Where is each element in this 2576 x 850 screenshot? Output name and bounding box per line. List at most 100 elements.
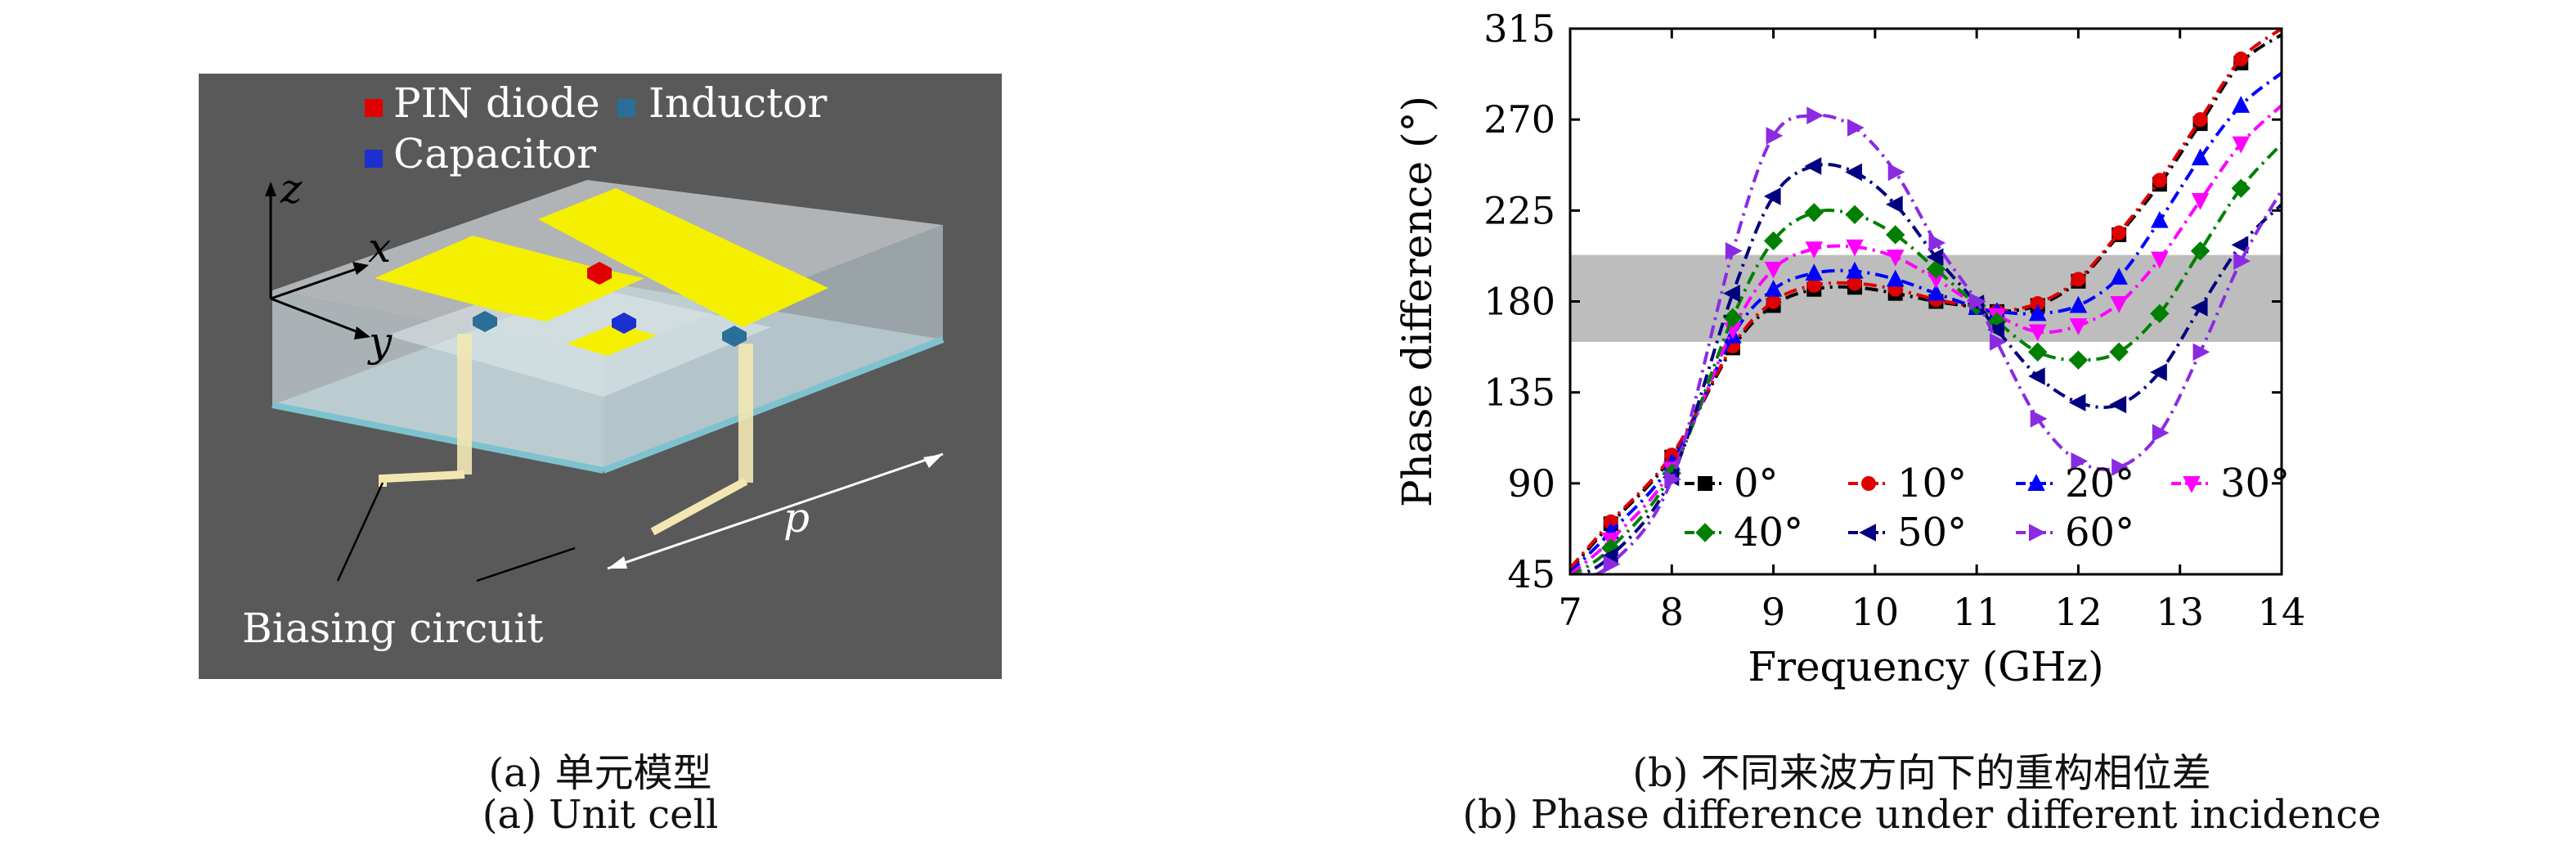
- series-3-point-8: [1927, 272, 1945, 290]
- bias-leader-right: [476, 546, 576, 582]
- series-3-point-16: [2232, 136, 2251, 154]
- series-4-point-1: [1601, 538, 1621, 558]
- series-3-point-7: [1886, 250, 1905, 267]
- unit-cell-illustration: z x y PIN diode Inductor Capacitor p Bia…: [242, 79, 945, 652]
- series-2-point-4: [1764, 279, 1783, 297]
- series-6-point-3: [1725, 241, 1743, 260]
- series-5-point-6: [1845, 163, 1862, 182]
- y-tick-label: 90: [1507, 461, 1555, 506]
- series-5-point-8: [1926, 248, 1944, 266]
- caption-left-cn: (a) 单元模型: [488, 750, 712, 796]
- inner-region: [387, 278, 771, 397]
- series-1-point-12: [2071, 272, 2086, 287]
- y-tick-label: 45: [1507, 552, 1555, 596]
- inductor-left: [473, 311, 497, 332]
- legend-label-1: 10°: [1897, 461, 1967, 506]
- series-4-point-12: [2068, 350, 2089, 370]
- series-6-point-11: [2030, 409, 2048, 428]
- period-dimension-line: [607, 452, 944, 570]
- bias-leader-left: [336, 482, 384, 582]
- series-4-point-15: [2190, 241, 2210, 261]
- y-tick-label: 315: [1483, 7, 1555, 51]
- series-6-point-15: [2192, 343, 2210, 362]
- series-6-point-16: [2233, 252, 2251, 270]
- x-tick-label: 13: [2156, 590, 2204, 634]
- series-3-point-4: [1764, 261, 1783, 279]
- series-6-point-1: [1603, 555, 1621, 573]
- legend-marker-2: [2027, 474, 2045, 491]
- inductor-right: [722, 326, 747, 347]
- series-4-point-16: [2231, 178, 2251, 198]
- series-3-point-13: [2110, 295, 2128, 313]
- bias-circuit-label: Biasing circuit: [242, 605, 543, 652]
- series-5-point-11: [2028, 367, 2045, 385]
- y-axis-label: y: [367, 318, 393, 366]
- series-1-point-14: [2152, 173, 2167, 188]
- caption-right-en: (b) Phase difference under different inc…: [1462, 792, 2381, 838]
- series-5-point-14: [2150, 363, 2167, 381]
- legend-capacitor-label: Capacitor: [393, 130, 596, 178]
- plot-area: 7 8 9 10 11 12 13 14 45 90 135 180 225 270 315 Frequenc…: [1393, 7, 2305, 690]
- x-tick-label: 14: [2258, 590, 2306, 634]
- series-2-point-15: [2191, 148, 2210, 166]
- series-2-point-16: [2232, 96, 2251, 113]
- bias-line-left: [379, 470, 465, 487]
- series-4-point-7: [1886, 225, 1905, 245]
- patch-right: [538, 188, 828, 327]
- series-2-point-8: [1927, 283, 1945, 301]
- series-5-point-12: [2068, 394, 2086, 412]
- legend-label-5: 50°: [1897, 510, 1967, 555]
- series-5-point-3: [1723, 284, 1740, 303]
- series-5-point-7: [1886, 196, 1903, 214]
- series-6-point-6: [1847, 119, 1865, 137]
- x-tick-label: 9: [1761, 590, 1785, 634]
- legend-label-3: 30°: [2220, 461, 2290, 506]
- z-axis-arrowhead: [265, 182, 276, 196]
- patch-strip: [567, 323, 657, 356]
- series-line-1: [1570, 29, 2282, 569]
- legend-label-0: 0°: [1734, 461, 1779, 506]
- legend-marker-3: [2183, 476, 2201, 493]
- x-axis-title: Frequency (GHz): [1748, 643, 2103, 690]
- series-2-point-14: [2151, 210, 2169, 228]
- legend-capacitor-swatch: [365, 150, 383, 168]
- bias-line-right: [650, 477, 748, 536]
- period-arrow-end: [923, 454, 943, 468]
- series-1-point-16: [2233, 52, 2249, 67]
- y-tick-label: 180: [1483, 280, 1555, 324]
- x-tick-label: 11: [1953, 590, 2001, 634]
- period-arrow-start: [608, 556, 627, 569]
- y-axis-title: Phase difference (°): [1393, 96, 1441, 507]
- ground-edge-left: [272, 402, 604, 474]
- y-axis-arrowhead: [354, 326, 370, 340]
- unit-cell-image: z x y PIN diode Inductor Capacitor p Bia…: [199, 74, 1002, 679]
- series-1-point-15: [2192, 112, 2208, 128]
- series-6-point-8: [1928, 234, 1946, 252]
- series-2-point-13: [2110, 268, 2128, 285]
- series-5-point-5: [1804, 157, 1822, 175]
- z-axis-label: z: [280, 165, 303, 213]
- series-3-point-11: [2028, 324, 2047, 342]
- legend-marker-4: [1695, 523, 1715, 542]
- patch-left: [375, 236, 595, 311]
- series-1-point-11: [2030, 295, 2045, 311]
- period-label: p: [783, 494, 810, 542]
- series-6-point-12: [2071, 452, 2089, 470]
- series-line-6: [1591, 113, 2282, 574]
- legend-label-4: 40°: [1734, 510, 1803, 555]
- x-axis-label: x: [368, 224, 391, 272]
- x-tick-label: 12: [2054, 590, 2103, 634]
- phase-difference-chart: 7 8 9 10 11 12 13 14 45 90 135 180 225 270 315 Frequenc…: [1393, 7, 2305, 690]
- x-tick-label: 7: [1558, 590, 1582, 634]
- series-3-point-14: [2151, 251, 2169, 269]
- series-1-point-6: [1847, 276, 1862, 291]
- series-6-point-14: [2152, 424, 2170, 442]
- series-4-point-4: [1763, 231, 1784, 251]
- series-4-point-5: [1804, 203, 1824, 223]
- legend-inductor-label: Inductor: [648, 79, 827, 127]
- legend-marker-6: [2029, 524, 2046, 542]
- series-4-point-11: [2028, 342, 2048, 362]
- series-4-point-6: [1845, 205, 1865, 224]
- caption-right-cn: (b) 不同来波方向下的重构相位差: [1632, 750, 2211, 796]
- series-1-point-4: [1766, 294, 1781, 309]
